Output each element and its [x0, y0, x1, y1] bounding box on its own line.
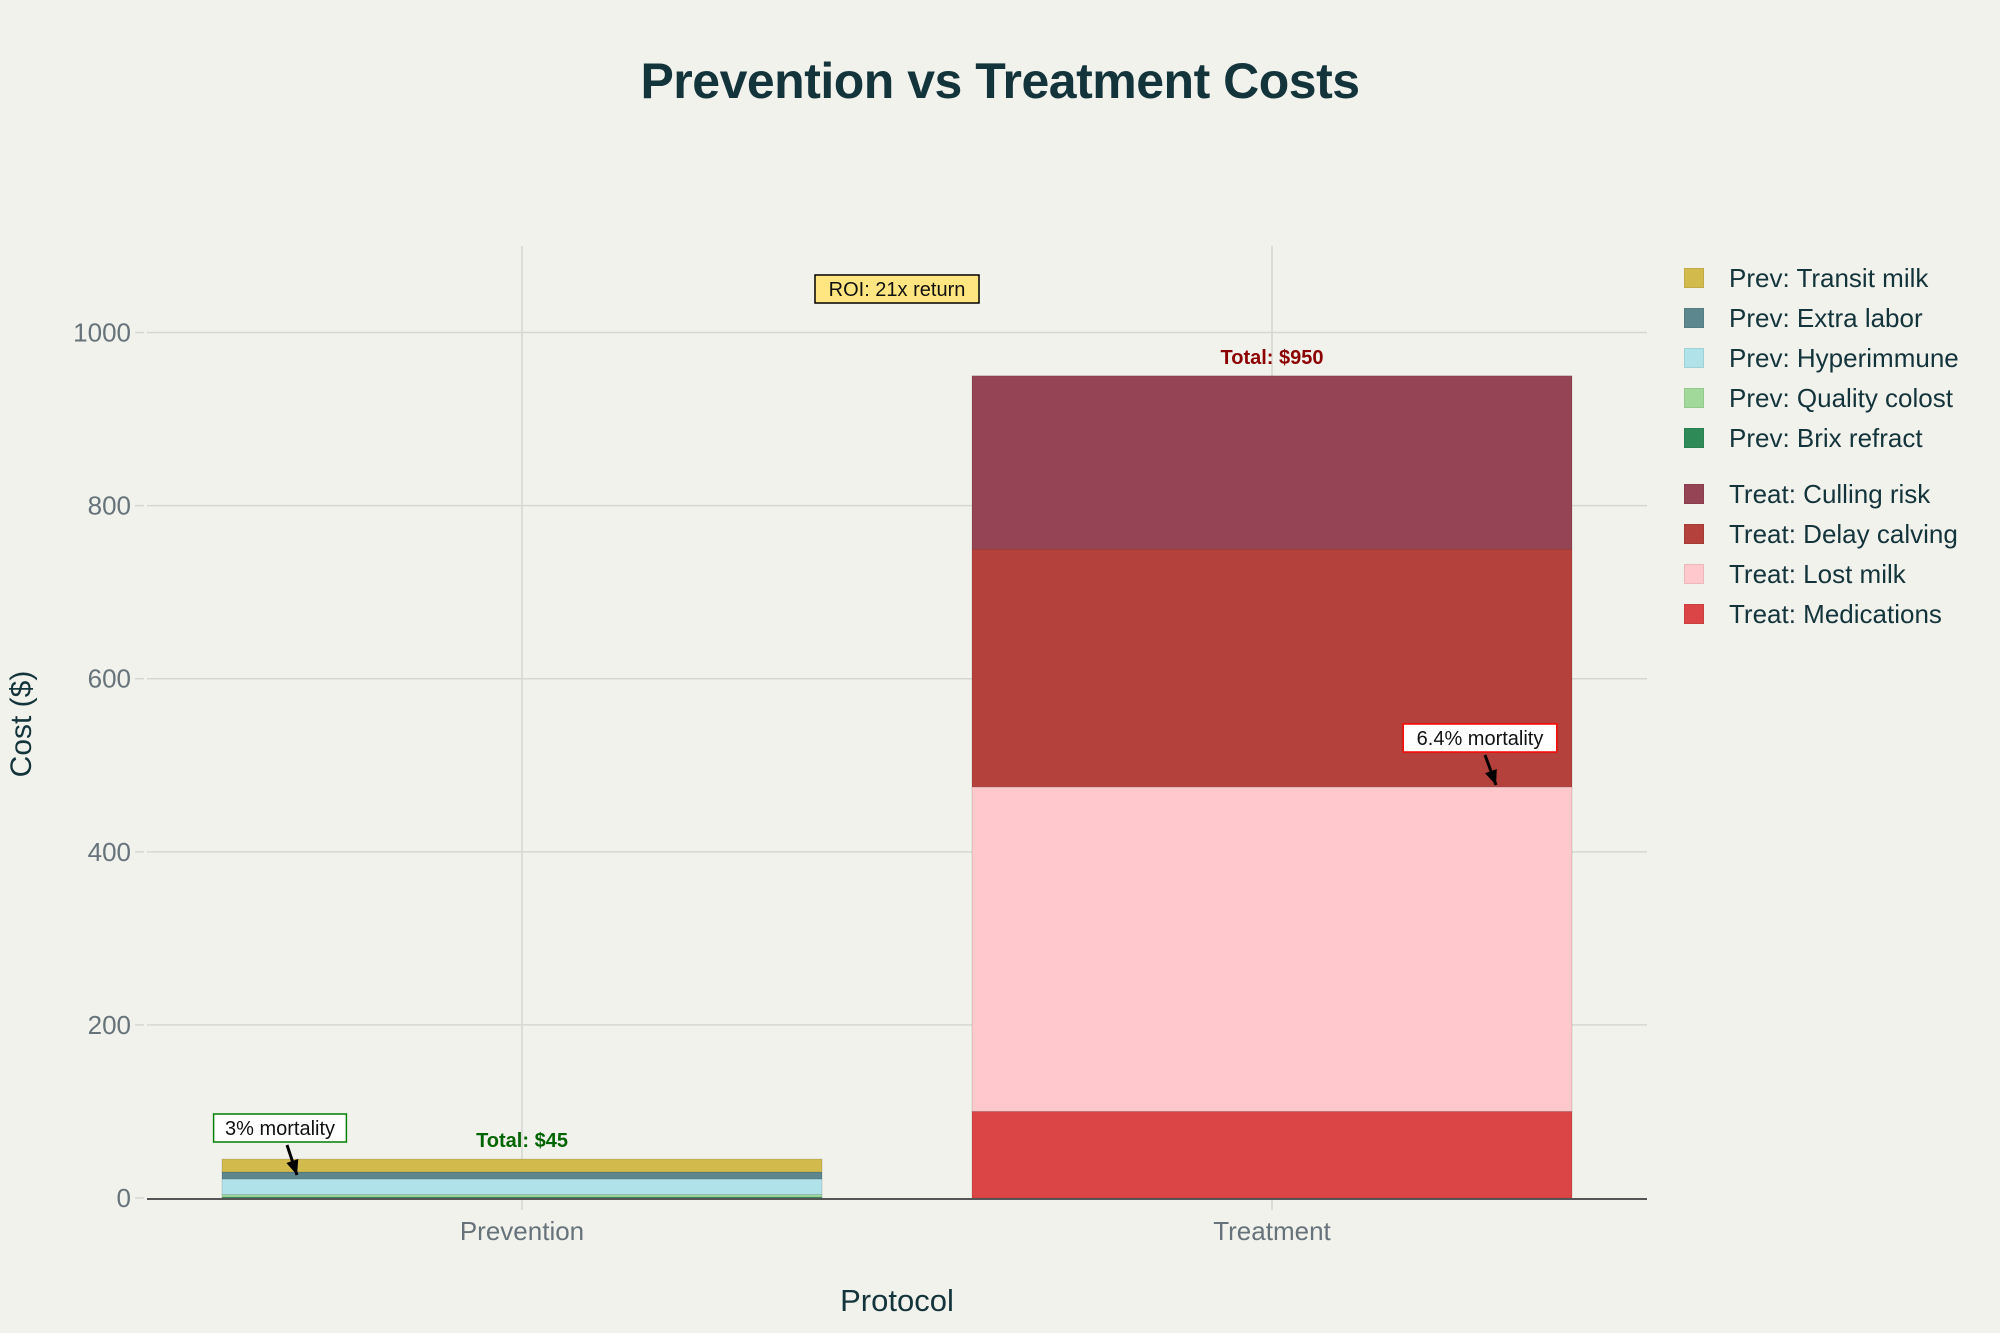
legend-item[interactable]: Prev: Quality colost: [1684, 378, 1959, 418]
legend-label: Prev: Hyperimmune: [1729, 342, 1959, 373]
total-treatment-label: Total: $950: [1221, 347, 1324, 369]
legend-swatch: [1684, 524, 1704, 544]
bar-segment-prev-quality-colost[interactable]: [221, 1194, 823, 1198]
y-tick-label: 400: [88, 837, 131, 867]
roi-annotation-box: [814, 274, 980, 304]
legend: Prev: Transit milk Prev: Extra labor Prev:…: [1684, 258, 1959, 634]
mortality-treatment-annotation-text: 6.4% mortality: [1417, 728, 1544, 750]
legend-item[interactable]: Treat: Culling risk: [1684, 474, 1959, 514]
legend-label: Prev: Quality colost: [1729, 382, 1953, 413]
legend-label: Prev: Brix refract: [1729, 422, 1923, 453]
legend-item[interactable]: Treat: Delay calving: [1684, 514, 1959, 554]
legend-swatch: [1684, 564, 1704, 584]
legend-item[interactable]: Treat: Medications: [1684, 594, 1959, 634]
legend-swatch: [1684, 604, 1704, 624]
mortality-prevention-annotation-box: [212, 1113, 348, 1143]
chart-title: Prevention vs Treatment Costs: [640, 53, 1360, 109]
legend-label: Treat: Lost milk: [1729, 558, 1906, 589]
mortality-prevention-annotation: 3% mortality: [212, 1113, 348, 1143]
mortality-prevention-annotation-text: 3% mortality: [225, 1118, 335, 1140]
legend-label: Treat: Delay calving: [1729, 518, 1958, 549]
x-tick-label: Treatment: [1213, 1216, 1331, 1246]
y-tick-label: 800: [88, 491, 131, 521]
roi-annotation: ROI: 21x return: [814, 274, 980, 304]
x-tick-label: Prevention: [460, 1216, 584, 1246]
legend-swatch: [1684, 268, 1704, 288]
legend-item[interactable]: Treat: Lost milk: [1684, 554, 1959, 594]
y-tick-label: 600: [88, 664, 131, 694]
mortality-treatment-annotation: 6.4% mortality: [1402, 723, 1558, 753]
roi-annotation-text: ROI: 21x return: [829, 279, 966, 301]
y-tick-label: 1000: [73, 318, 131, 348]
bar-segment-treat-medications[interactable]: [971, 1110, 1573, 1199]
legend-label: Prev: Transit milk: [1729, 262, 1929, 293]
legend-label: Treat: Medications: [1729, 598, 1942, 629]
bar-segment-prev-hyperimmune[interactable]: [221, 1178, 823, 1196]
bar-segment-treat-culling-risk[interactable]: [971, 375, 1573, 550]
legend-swatch: [1684, 428, 1704, 448]
bar-segment-prev-extra-labor[interactable]: [221, 1171, 823, 1180]
bar-segment-treat-lost-milk[interactable]: [971, 786, 1573, 1112]
total-prevention-label: Total: $45: [476, 1130, 568, 1152]
y-tick-label: 0: [117, 1183, 131, 1213]
legend-swatch: [1684, 484, 1704, 504]
legend-group-gap: [1684, 458, 1959, 474]
bar-segment-prev-transit-milk[interactable]: [221, 1158, 823, 1173]
legend-swatch: [1684, 308, 1704, 328]
legend-item[interactable]: Prev: Extra labor: [1684, 298, 1959, 338]
legend-label: Prev: Extra labor: [1729, 302, 1923, 333]
x-axis-title: Protocol: [840, 1283, 954, 1318]
legend-swatch: [1684, 348, 1704, 368]
legend-label: Treat: Culling risk: [1729, 478, 1931, 509]
legend-item[interactable]: Prev: Hyperimmune: [1684, 338, 1959, 378]
legend-item[interactable]: Prev: Brix refract: [1684, 418, 1959, 458]
mortality-prevention-arrow-head: [286, 1159, 299, 1175]
legend-swatch: [1684, 388, 1704, 408]
mortality-treatment-annotation-box: [1402, 723, 1558, 753]
legend-item[interactable]: Prev: Transit milk: [1684, 258, 1959, 298]
mortality-treatment-arrow-head: [1485, 769, 1497, 785]
y-tick-label: 200: [88, 1010, 131, 1040]
